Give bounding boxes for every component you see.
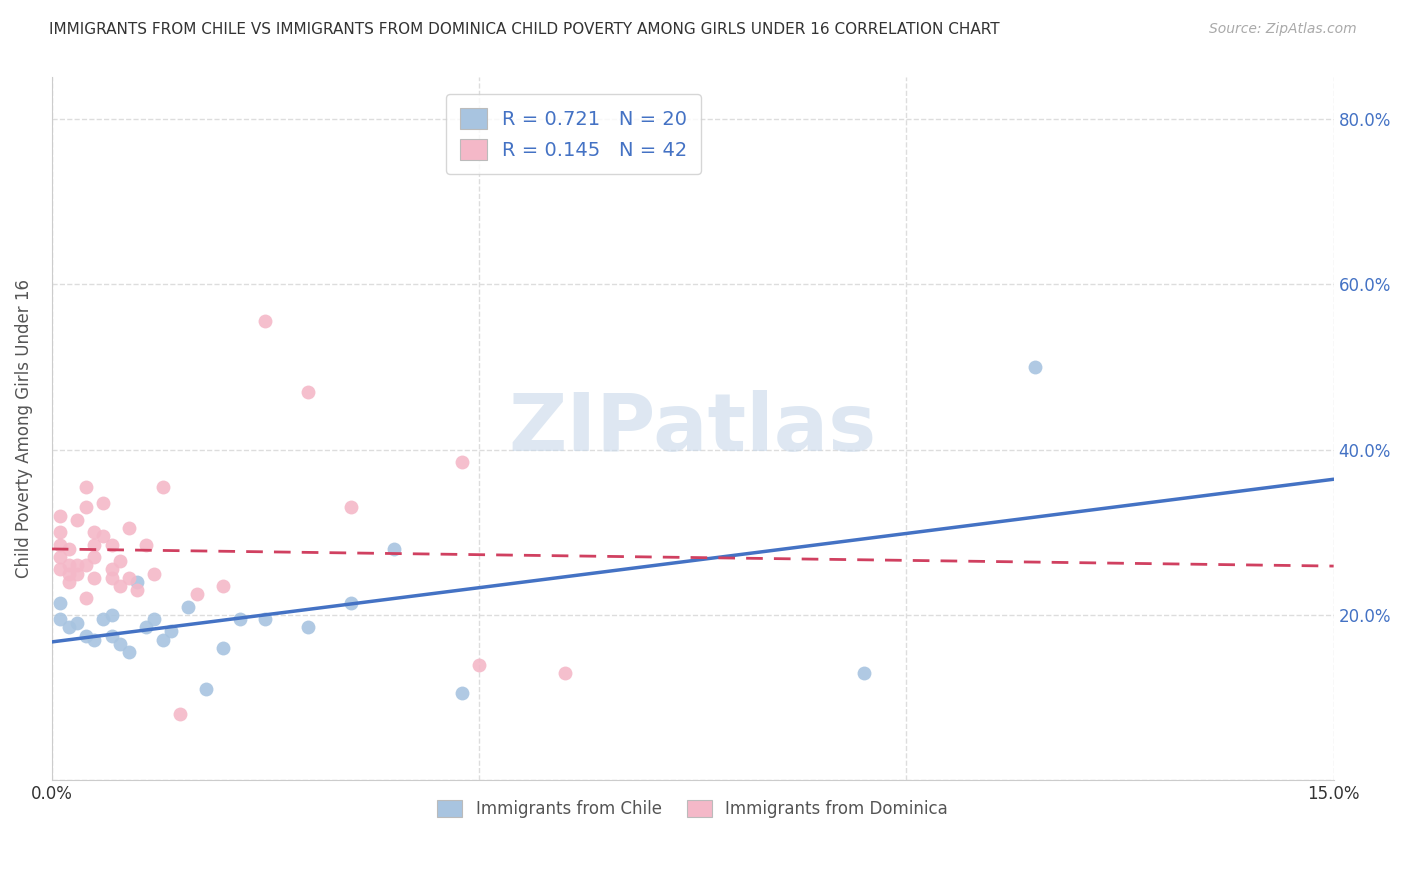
Point: [382, 541, 405, 556]
Point: [211, 579, 233, 593]
Point: [49, 538, 72, 552]
Text: ZIPatlas: ZIPatlas: [509, 390, 877, 468]
Text: IMMIGRANTS FROM CHILE VS IMMIGRANTS FROM DOMINICA CHILD POVERTY AMONG GIRLS UNDE: IMMIGRANTS FROM CHILE VS IMMIGRANTS FROM…: [49, 22, 1000, 37]
Point: [127, 583, 149, 598]
Point: [340, 595, 363, 609]
Point: [118, 521, 141, 535]
Point: [100, 562, 122, 576]
Point: [297, 620, 319, 634]
Point: [75, 591, 97, 606]
Point: [75, 629, 97, 643]
Point: [100, 571, 122, 585]
Point: [194, 682, 217, 697]
Point: [58, 566, 80, 581]
Point: [451, 455, 474, 469]
Point: [118, 645, 141, 659]
Point: [108, 637, 131, 651]
Point: [143, 612, 166, 626]
Point: [100, 607, 122, 622]
Point: [66, 616, 89, 631]
Point: [108, 554, 131, 568]
Point: [127, 574, 149, 589]
Point: [108, 579, 131, 593]
Point: [83, 525, 105, 540]
Point: [160, 624, 183, 639]
Point: [58, 558, 80, 573]
Point: [83, 632, 105, 647]
Point: [83, 571, 105, 585]
Point: [49, 508, 72, 523]
Point: [229, 612, 252, 626]
Point: [75, 480, 97, 494]
Point: [177, 599, 200, 614]
Point: [75, 558, 97, 573]
Point: [852, 665, 875, 680]
Point: [100, 538, 122, 552]
Point: [49, 595, 72, 609]
Point: [83, 538, 105, 552]
Point: [49, 562, 72, 576]
Point: [100, 629, 122, 643]
Legend: Immigrants from Chile, Immigrants from Dominica: Immigrants from Chile, Immigrants from D…: [430, 793, 955, 825]
Point: [91, 612, 114, 626]
Point: [49, 612, 72, 626]
Point: [118, 571, 141, 585]
Point: [340, 500, 363, 515]
Point: [66, 566, 89, 581]
Point: [58, 620, 80, 634]
Point: [66, 513, 89, 527]
Point: [75, 500, 97, 515]
Point: [254, 612, 277, 626]
Point: [297, 384, 319, 399]
Point: [169, 707, 191, 722]
Point: [49, 525, 72, 540]
Point: [49, 549, 72, 564]
Point: [135, 620, 157, 634]
Point: [91, 529, 114, 543]
Point: [186, 587, 208, 601]
Point: [66, 558, 89, 573]
Point: [468, 657, 491, 672]
Point: [83, 549, 105, 564]
Point: [152, 480, 174, 494]
Point: [1024, 359, 1046, 374]
Y-axis label: Child Poverty Among Girls Under 16: Child Poverty Among Girls Under 16: [15, 279, 32, 578]
Point: [211, 640, 233, 655]
Point: [553, 665, 575, 680]
Point: [254, 314, 277, 328]
Point: [135, 538, 157, 552]
Point: [152, 632, 174, 647]
Text: Source: ZipAtlas.com: Source: ZipAtlas.com: [1209, 22, 1357, 37]
Point: [451, 686, 474, 700]
Point: [58, 574, 80, 589]
Point: [91, 496, 114, 510]
Point: [143, 566, 166, 581]
Point: [58, 541, 80, 556]
